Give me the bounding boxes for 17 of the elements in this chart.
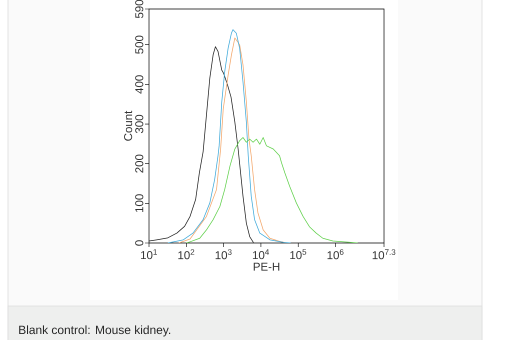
x-tick-label: 10$^{2}$ [178, 249, 194, 260]
y-axis-title: Count [124, 110, 132, 141]
y-tick-label: 100 [135, 194, 144, 212]
y-tick-label: 300 [135, 114, 144, 134]
y-tick-label: 0 [135, 240, 144, 246]
x-tick-label: 10$^{3}$ [216, 249, 232, 260]
x-tick-label: 10$^{4}$ [252, 249, 270, 260]
text: Blank control: Mouse kidney. [19, 325, 170, 336]
x-tick-label: 10$^{7.3}$ [372, 249, 396, 260]
x-tick-label: 10$^{5}$ [290, 249, 306, 260]
y-tick-label: 500 [135, 36, 144, 54]
x-tick-label: 10$^{1}$ [141, 249, 157, 260]
y-tick-label: 590 [135, 0, 144, 18]
y-tick-label: 200 [135, 154, 144, 173]
x-tick-label: 10$^{6}$ [328, 249, 344, 260]
y-tick-label: 400 [135, 75, 144, 94]
x-axis-title: PE-H [254, 262, 280, 271]
